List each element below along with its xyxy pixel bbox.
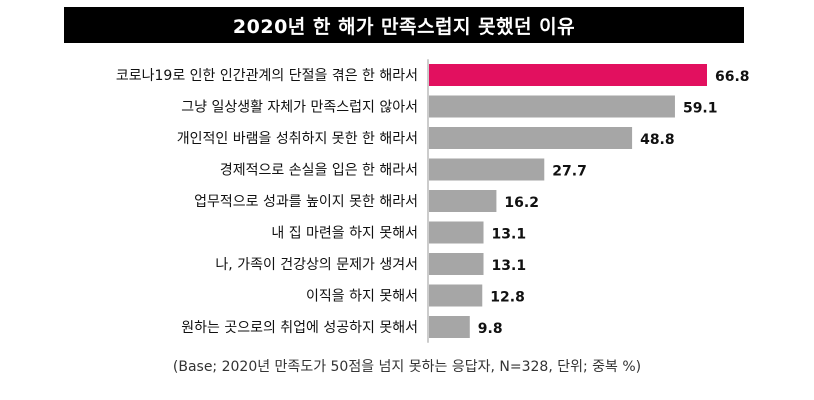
chart-title: 2020년 한 해가 만족스럽지 못했던 이유	[64, 7, 744, 43]
value-label: 59.1	[683, 101, 718, 117]
category-label: 업무적으로 성과를 높이지 못한 해라서	[194, 194, 418, 210]
bar	[429, 127, 633, 149]
category-label: 원하는 곳으로의 취업에 성공하지 못해서	[181, 320, 418, 336]
bar	[429, 190, 497, 212]
value-label: 13.1	[492, 258, 527, 274]
category-label: 코로나19로 인한 인간관계의 단절을 겪은 한 해라서	[116, 68, 418, 84]
bar	[429, 284, 483, 307]
value-label: 13.1	[492, 227, 527, 243]
value-label: 66.8	[715, 69, 750, 85]
bar	[429, 64, 707, 86]
category-label: 이직을 하지 못해서	[306, 289, 418, 305]
category-label: 나, 가족이 건강상의 문제가 생겨서	[215, 257, 418, 273]
bar	[429, 95, 675, 118]
value-label: 27.7	[552, 164, 587, 180]
bar	[429, 253, 484, 275]
category-label: 개인적인 바램을 성취하지 못한 한 해라서	[177, 131, 418, 147]
category-label: 경제적으로 손실을 입은 한 해라서	[220, 163, 418, 179]
bar	[429, 316, 470, 338]
value-label: 48.8	[640, 132, 675, 148]
bar	[429, 221, 484, 244]
bars-layer: 코로나19로 인한 인간관계의 단절을 겪은 한 해라서 66.8 그냥 일상생활 …	[116, 59, 750, 343]
category-label: 내 집 마련을 하지 못해서	[271, 226, 418, 242]
value-label: 12.8	[490, 290, 525, 306]
value-label: 9.8	[478, 321, 503, 337]
bar	[429, 158, 545, 181]
value-label: 16.2	[504, 195, 539, 211]
chart-footnote: (Base; 2020년 만족도가 50점을 넘지 못하는 응답자, N=328…	[172, 359, 642, 375]
category-label: 그냥 일상생활 자체가 만족스럽지 않아서	[181, 100, 418, 116]
